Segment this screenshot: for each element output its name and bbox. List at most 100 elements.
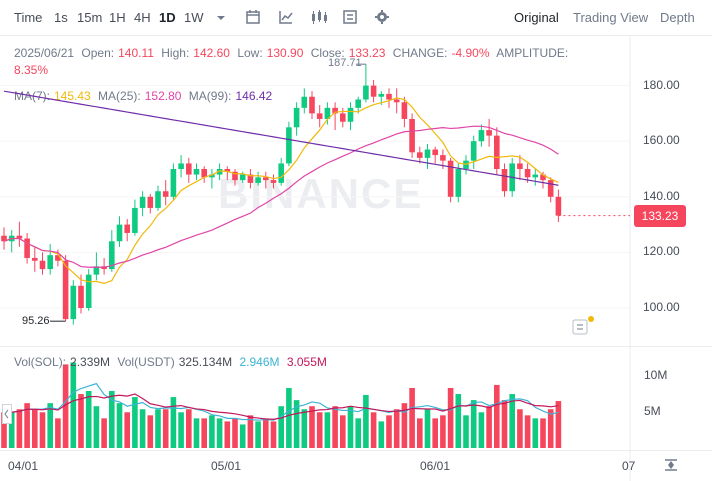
open-value: 140.11 — [118, 46, 154, 60]
low-label: Low: — [237, 46, 263, 60]
candle-body — [501, 169, 508, 192]
candle-body — [32, 257, 38, 261]
volume-bar — [417, 418, 423, 448]
candle-style-icon[interactable] — [310, 8, 328, 26]
tab-depth[interactable]: Depth — [660, 10, 695, 25]
high-marker: 187.71 — [328, 57, 362, 69]
volume-bar — [39, 412, 46, 448]
candle-body — [70, 285, 77, 320]
candle-body — [363, 85, 369, 100]
volume-bar — [186, 409, 192, 448]
interval-1h[interactable]: 1H — [109, 10, 126, 25]
candle-body — [309, 96, 315, 114]
expand-left-icon[interactable] — [2, 404, 12, 424]
candle-body — [263, 177, 269, 181]
volume-bar — [532, 418, 539, 448]
volume-bar — [1, 412, 7, 448]
layout-icon[interactable] — [342, 8, 360, 26]
candle-body — [216, 169, 223, 175]
indicator-icon[interactable] — [278, 8, 296, 26]
volume-bar — [409, 387, 415, 448]
volume-bar — [170, 397, 177, 448]
volume-bar — [116, 403, 123, 448]
candle-body — [78, 285, 84, 308]
candle-body — [386, 93, 392, 100]
volume-bar — [347, 406, 354, 448]
candle-body — [494, 135, 500, 169]
candle-body — [301, 96, 308, 108]
candle-date: 2025/06/21 — [14, 46, 75, 60]
pane-divider — [0, 346, 712, 347]
price-tick: 140.00 — [643, 189, 680, 203]
notes-icon[interactable] — [571, 316, 595, 338]
close-label: Close: — [310, 46, 345, 60]
volume-bar — [486, 406, 492, 448]
candle-body — [147, 196, 154, 208]
volume-bar — [401, 403, 408, 448]
close-value: 133.23 — [348, 46, 386, 60]
ma99-line — [3, 90, 559, 186]
volume-bar — [270, 421, 277, 448]
candle-body — [417, 152, 423, 158]
ma-info: MA(7): 145.43 MA(25): 152.80 MA(99): 146.42 — [14, 89, 276, 103]
candle-body — [332, 107, 338, 114]
candle-body — [316, 113, 323, 119]
calendar-icon[interactable] — [245, 8, 263, 26]
date-tick: 04/01 — [8, 459, 39, 473]
volume-bar — [509, 394, 515, 448]
volume-bar — [432, 418, 438, 448]
vol-usdt-label: Vol(USDT) — [117, 355, 175, 369]
interval-4h[interactable]: 4H — [134, 10, 151, 25]
volume-bar — [85, 391, 92, 448]
candle-body — [178, 163, 184, 169]
volume-bar — [440, 415, 446, 448]
interval-1s[interactable]: 1s — [54, 10, 68, 25]
tab-trading-view[interactable]: Trading View — [573, 10, 649, 25]
volume-bar — [378, 421, 385, 448]
interval-1w[interactable]: 1W — [184, 10, 204, 25]
interval-1d[interactable]: 1D — [159, 10, 176, 25]
candle-body — [355, 99, 361, 108]
high-value: 142.60 — [193, 46, 230, 60]
candle-body — [517, 163, 523, 169]
interval-time[interactable]: Time — [14, 10, 43, 25]
candle-body — [393, 99, 400, 103]
interval-15m[interactable]: 15m — [77, 10, 103, 25]
gear-icon[interactable] — [374, 8, 392, 26]
volume-bar — [178, 412, 184, 448]
volume-bar — [16, 409, 23, 448]
volume-info: Vol(SOL): 2.339M Vol(USDT) 325.134M 2.946M… — [14, 355, 331, 369]
ma7-line — [3, 97, 559, 285]
ma25-line — [3, 125, 559, 268]
candle-body — [340, 113, 346, 122]
candle-body — [455, 169, 462, 197]
volume-bar — [8, 412, 15, 448]
volume-bar — [132, 397, 138, 448]
volume-bar — [324, 412, 331, 448]
tab-original[interactable]: Original — [514, 10, 559, 25]
candle-body — [324, 107, 331, 119]
volume-bar — [340, 415, 346, 448]
candle-body — [347, 107, 354, 122]
volume-bar — [70, 362, 77, 448]
candle-body — [1, 235, 7, 242]
volume-bar — [393, 409, 400, 448]
date-tick: 05/01 — [211, 459, 242, 473]
candle-body — [16, 235, 23, 239]
volume-ma-long-line — [4, 393, 559, 420]
candle-body — [555, 196, 562, 216]
candle-body — [432, 149, 438, 156]
current-price-badge: 133.23 — [634, 205, 686, 227]
axis-settings-icon[interactable] — [662, 457, 680, 473]
volume-bar — [494, 384, 500, 448]
volume-bar — [524, 415, 531, 448]
chevron-down-icon[interactable] — [215, 8, 233, 26]
candle-body — [378, 93, 385, 97]
volume-bar — [501, 400, 508, 448]
price-tick: 120.00 — [643, 244, 680, 258]
volume-tick: 10M — [644, 368, 668, 382]
volume-bar — [478, 412, 485, 448]
candle-body — [162, 191, 169, 197]
volume-bar — [447, 387, 454, 448]
